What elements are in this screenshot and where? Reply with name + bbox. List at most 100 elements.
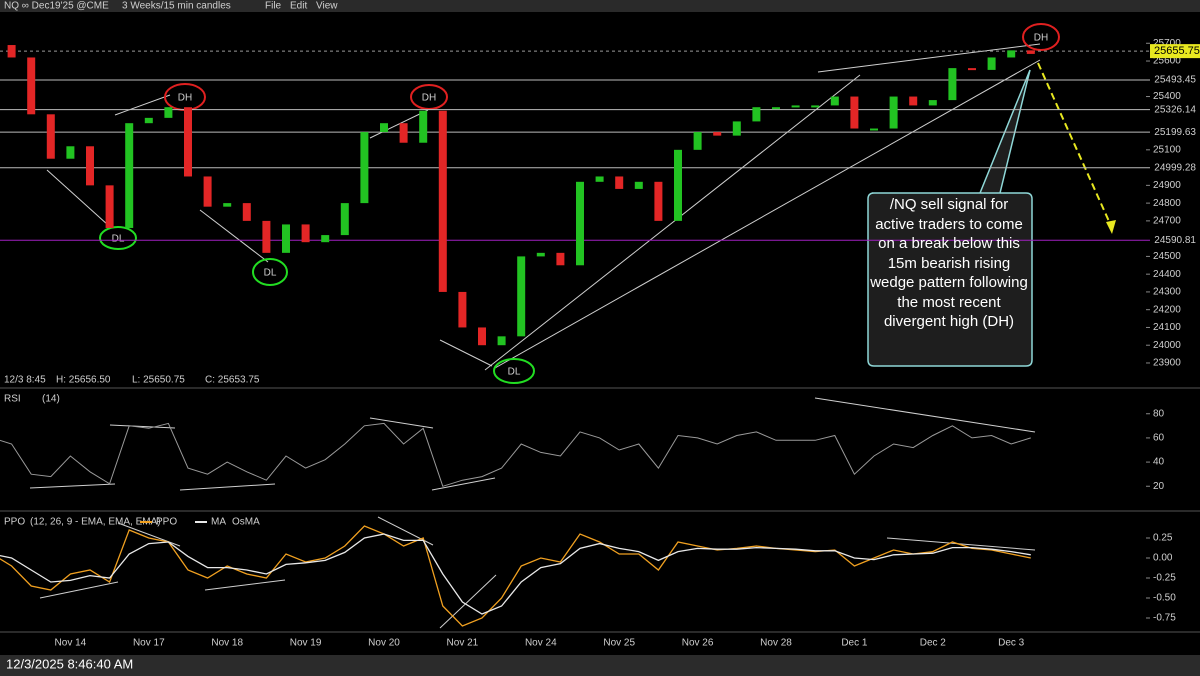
hline-label: 24590.81 [1154, 235, 1196, 246]
info-close: C: 25653.75 [205, 375, 260, 386]
x-tick-label: Nov 21 [447, 638, 479, 649]
x-tick-label: Nov 28 [760, 638, 792, 649]
x-tick-label: Nov 18 [211, 638, 243, 649]
candle [576, 181, 584, 266]
dl-dh-markers: DL DH DL DH DL DH [99, 23, 1060, 384]
candle [301, 224, 310, 243]
candle [674, 149, 682, 221]
hline-label: 25199.63 [1154, 127, 1196, 138]
menu-item[interactable]: File [265, 1, 282, 12]
ppo-line [0, 525, 1031, 627]
rsi-period: (14) [42, 394, 60, 405]
y-tick-label: 40 [1153, 457, 1165, 468]
candle [105, 185, 114, 228]
x-tick-label: Nov 26 [682, 638, 714, 649]
candle [615, 176, 624, 189]
x-tick-label: Dec 2 [920, 638, 947, 649]
candle [438, 110, 447, 292]
candle [928, 100, 937, 106]
y-tick-label: 0.00 [1153, 553, 1173, 564]
hline-label: 25326.14 [1154, 104, 1196, 115]
y-tick-label: 25600 [1153, 56, 1181, 67]
candle [27, 57, 36, 115]
x-tick-label: Nov 19 [290, 638, 322, 649]
trendlines [29, 43, 1041, 629]
candle [164, 107, 173, 118]
rsi-line [0, 422, 1031, 487]
timeframe[interactable]: 3 Weeks/15 min candles [122, 1, 231, 12]
info-low: L: 25650.75 [132, 375, 185, 386]
legend-label: PPO [156, 517, 177, 528]
last-price-box [1150, 44, 1200, 59]
candle [772, 107, 780, 110]
candle [184, 107, 192, 177]
candle [360, 132, 369, 204]
last-price-label: 25655.75 [1154, 45, 1200, 57]
x-tick-label: Dec 3 [998, 638, 1025, 649]
candle [7, 45, 16, 58]
candle [889, 96, 898, 129]
x-tick-label: Nov 17 [133, 638, 165, 649]
candle [125, 123, 134, 228]
marker-label: DH [422, 93, 436, 104]
marker-label: DH [1034, 33, 1048, 44]
candle [478, 327, 486, 346]
candle [948, 68, 957, 101]
y-tick-label: 24400 [1153, 269, 1181, 280]
status-time: 12/3/2025 8:46:40 AM [6, 656, 133, 671]
ppo-label: PPO [4, 517, 25, 528]
candle [987, 57, 996, 70]
candle [811, 105, 820, 108]
candle [713, 132, 722, 136]
candle [1007, 50, 1016, 58]
candle [203, 176, 212, 207]
y-tick-label: 25400 [1153, 91, 1181, 102]
candle [419, 110, 428, 143]
y-tick-label: 24700 [1153, 216, 1181, 227]
candle [595, 176, 604, 182]
candle [654, 181, 663, 221]
candle [340, 203, 349, 236]
candle [66, 146, 75, 159]
marker-label: DL [264, 268, 277, 279]
candle [282, 224, 290, 253]
candle [517, 256, 526, 337]
candle [870, 128, 878, 131]
sell-arrow [1037, 62, 1116, 234]
candle [144, 117, 153, 124]
y-tick-label: 0.25 [1153, 533, 1173, 544]
candle [46, 114, 55, 159]
candle [223, 203, 232, 207]
menu-item[interactable]: View [316, 1, 338, 12]
candle [458, 291, 467, 328]
y-tick-label: 24500 [1153, 251, 1181, 262]
candle [732, 121, 741, 136]
y-tick-label: -0.75 [1153, 613, 1176, 624]
candle [968, 68, 976, 71]
ppo-line [0, 533, 1031, 615]
candle [321, 235, 330, 243]
x-tick-label: Nov 14 [55, 638, 87, 649]
ppo-params: (12, 26, 9 - EMA, EMA, EMA) [30, 517, 161, 528]
candle [791, 105, 800, 108]
symbol[interactable]: NQ ∞ Dec19'25 @CME [4, 1, 109, 12]
candle [497, 336, 506, 346]
y-tick-label: 60 [1153, 433, 1165, 444]
y-tick-label: 20 [1153, 481, 1165, 492]
candle [86, 146, 94, 186]
y-tick-label: 24900 [1153, 180, 1181, 191]
y-tick-label: 80 [1153, 408, 1165, 419]
info-high: H: 25656.50 [56, 375, 111, 386]
menu-item[interactable]: Edit [290, 1, 307, 12]
hline-label: 25493.45 [1154, 75, 1196, 86]
candle [1026, 50, 1035, 54]
candle [693, 132, 702, 150]
x-tick-label: Nov 24 [525, 638, 557, 649]
y-tick-label: 24100 [1153, 322, 1181, 333]
y-tick-label: 24800 [1153, 198, 1181, 209]
toolbar [0, 0, 1200, 12]
candle [909, 96, 918, 106]
marker-label: DL [508, 367, 521, 378]
